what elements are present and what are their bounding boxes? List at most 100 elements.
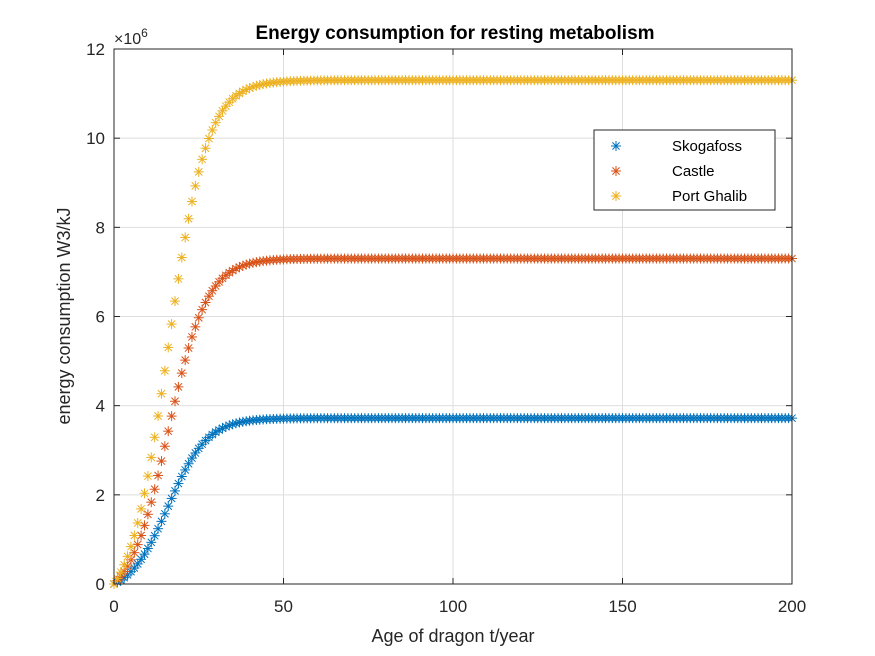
marker-stroke xyxy=(177,253,186,262)
marker-stroke xyxy=(181,465,190,474)
data-point xyxy=(166,411,177,422)
legend-entry-castle: Castle xyxy=(611,163,715,180)
marker-stroke xyxy=(147,498,156,507)
marker-stroke xyxy=(208,286,217,295)
data-point xyxy=(193,166,204,177)
y-tick-label: 6 xyxy=(96,308,105,327)
data-point xyxy=(122,551,133,562)
marker-stroke xyxy=(211,118,220,127)
ticks: 0 50 100 150 200 0 2 4 6 8 10 12 xyxy=(86,40,806,616)
marker-stroke xyxy=(137,504,146,513)
marker-stroke xyxy=(116,568,125,577)
marker-stroke xyxy=(612,142,620,150)
data-point xyxy=(173,273,184,284)
data-point xyxy=(166,493,177,504)
marker-stroke xyxy=(160,509,169,518)
marker-stroke xyxy=(140,521,149,530)
marker-stroke xyxy=(177,369,186,378)
legend-entry-port-ghalib: Port Ghalib xyxy=(611,188,747,205)
data-point xyxy=(180,355,191,366)
data-point xyxy=(200,143,211,154)
data-point xyxy=(170,396,181,407)
data-point xyxy=(163,342,174,353)
marker-stroke xyxy=(137,555,146,564)
marker-stroke xyxy=(259,80,268,89)
data-point xyxy=(136,503,147,514)
marker-stroke xyxy=(123,562,132,571)
marker-stroke xyxy=(120,560,129,569)
marker-stroke xyxy=(171,397,179,406)
data-point xyxy=(203,291,214,302)
data-point xyxy=(170,296,181,307)
legend-marker xyxy=(611,141,621,151)
data-point xyxy=(132,517,143,528)
marker-stroke xyxy=(198,155,207,164)
marker-stroke xyxy=(147,453,156,462)
data-point xyxy=(159,508,170,519)
data-point xyxy=(149,432,160,443)
marker-stroke xyxy=(133,559,142,568)
marker-stroke xyxy=(612,192,620,200)
series-layer xyxy=(109,75,797,589)
data-point xyxy=(163,501,174,512)
marker-stroke xyxy=(208,126,217,134)
marker-stroke xyxy=(113,574,122,583)
legend: Skogafoss Castle Port Ghalib xyxy=(593,129,776,211)
legend-entry-skogafoss: Skogafoss xyxy=(611,138,742,155)
marker-stroke xyxy=(171,486,179,495)
legend-marker-port-ghalib xyxy=(611,191,621,201)
marker-stroke xyxy=(150,485,159,494)
data-point xyxy=(136,554,147,565)
data-point xyxy=(142,471,153,482)
marker-stroke xyxy=(612,167,620,175)
data-point xyxy=(214,111,225,122)
marker-stroke xyxy=(188,454,196,463)
marker-stroke xyxy=(249,258,257,267)
marker-stroke xyxy=(126,542,135,551)
marker-stroke xyxy=(160,366,169,375)
marker-stroke xyxy=(154,412,163,420)
data-point xyxy=(163,426,174,437)
data-point xyxy=(139,520,150,531)
data-point xyxy=(227,265,238,276)
data-point xyxy=(115,567,126,578)
marker-stroke xyxy=(157,389,166,398)
marker-stroke xyxy=(215,112,224,121)
x-axis-label: Age of dragon t/year xyxy=(371,626,534,646)
data-point xyxy=(207,125,218,136)
data-point xyxy=(159,441,170,452)
marker-stroke xyxy=(188,197,196,206)
data-point xyxy=(183,458,194,469)
marker-stroke xyxy=(188,332,196,341)
data-point xyxy=(166,319,177,330)
marker-stroke xyxy=(191,181,200,190)
marker-stroke xyxy=(150,433,159,442)
marker-stroke xyxy=(174,274,183,283)
data-point xyxy=(125,541,136,552)
marker-stroke xyxy=(177,472,186,481)
marker-stroke xyxy=(140,550,149,559)
marker-stroke xyxy=(204,292,213,301)
y-exponent-label: ×106 xyxy=(114,26,148,48)
chart-title: Energy consumption for resting metabolis… xyxy=(255,23,654,44)
y-tick-label: 0 xyxy=(96,575,105,594)
data-point xyxy=(190,180,201,191)
y-exponent-power: 6 xyxy=(141,26,148,40)
data-point xyxy=(183,343,194,354)
marker-stroke xyxy=(164,343,173,352)
data-point xyxy=(193,312,204,323)
marker-stroke xyxy=(147,538,156,547)
marker-stroke xyxy=(137,531,146,540)
x-tick-label: 50 xyxy=(274,597,293,616)
data-point xyxy=(112,573,123,584)
data-point xyxy=(180,232,191,243)
data-point xyxy=(156,516,167,527)
marker-stroke xyxy=(160,442,169,451)
marker-stroke xyxy=(238,417,247,426)
marker-stroke xyxy=(164,502,173,511)
y-tick-label: 2 xyxy=(96,486,105,505)
data-point xyxy=(217,105,228,116)
data-point xyxy=(170,485,181,496)
data-point xyxy=(132,539,143,550)
marker-stroke xyxy=(123,552,132,561)
